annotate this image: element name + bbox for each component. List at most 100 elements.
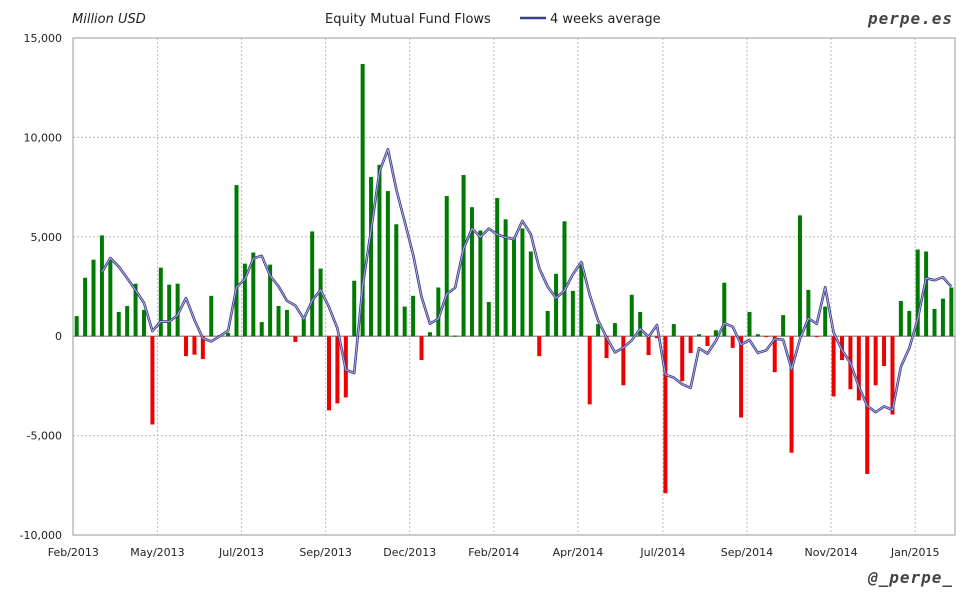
inflow-bar — [125, 305, 130, 337]
inflow-bar — [612, 323, 617, 337]
inflow-bar — [671, 324, 676, 337]
outflow-bar — [419, 336, 424, 361]
inflow-bar — [898, 301, 903, 337]
outflow-bar — [772, 336, 777, 373]
inflow-bar — [394, 224, 399, 337]
average-line-highlight — [101, 148, 952, 413]
outflow-bar — [663, 336, 668, 494]
inflow-bar — [907, 310, 912, 337]
inflow-bar — [512, 237, 517, 337]
inflow-bar — [251, 252, 256, 337]
inflow-bar — [579, 262, 584, 337]
inflow-bar — [427, 332, 432, 337]
outflow-bar — [335, 336, 340, 404]
inflow-bar — [469, 207, 474, 337]
y-tick-label: 5,000 — [31, 231, 63, 244]
inflow-bar — [823, 306, 828, 337]
inflow-bar — [697, 334, 702, 337]
legend: 4 weeks average — [520, 12, 661, 27]
outflow-bar — [293, 336, 298, 342]
outflow-bar — [856, 336, 861, 401]
x-tick-label: Jan/2015 — [890, 546, 940, 559]
outflow-bar — [814, 336, 819, 338]
x-axis: Feb/2013 May/2013 Jul/2013 Sep/2013 Dec/2013… — [48, 546, 940, 559]
inflow-bar — [478, 230, 483, 337]
inflow-bar — [91, 259, 96, 337]
inflow-bar — [268, 264, 273, 337]
y-axis: 15,000 10,000 5,000 0 -5,000 -10,000 — [20, 32, 62, 542]
inflow-bar — [234, 185, 239, 337]
average-line — [100, 147, 953, 414]
inflow-bar — [722, 282, 727, 337]
inflow-bar — [352, 280, 357, 337]
inflow-bar — [713, 330, 718, 337]
inflow-bar — [806, 289, 811, 337]
inflow-bar — [495, 198, 500, 337]
inflow-bar — [629, 294, 634, 337]
inflow-bar — [175, 283, 180, 337]
inflow-bar — [158, 267, 163, 337]
inflow-bar — [940, 298, 945, 337]
inflow-bar — [444, 196, 449, 337]
inflow-bar — [141, 309, 146, 337]
inflow-bar — [99, 235, 104, 337]
inflow-bar — [385, 191, 390, 337]
inflow-bar — [226, 332, 231, 337]
outflow-bar — [150, 336, 155, 425]
inflow-bar — [461, 174, 466, 337]
inflow-bar — [377, 164, 382, 337]
x-tick-label: Jul/2014 — [639, 546, 685, 559]
inflow-bar — [108, 259, 113, 337]
y-unit-label: Million USD — [72, 12, 146, 27]
inflow-bar — [949, 287, 954, 337]
x-tick-label: Jul/2013 — [218, 546, 264, 559]
outflow-bar — [831, 336, 836, 397]
outflow-bar — [621, 336, 626, 386]
inflow-bar — [453, 335, 458, 337]
outflow-bar — [890, 336, 895, 415]
inflow-bar — [554, 273, 559, 337]
outflow-bar — [730, 336, 735, 348]
y-tick-label: -5,000 — [27, 430, 62, 443]
x-tick-label: Feb/2014 — [468, 546, 519, 559]
inflow-bar — [318, 268, 323, 337]
inflow-bar — [596, 324, 601, 337]
inflow-bar — [74, 316, 79, 337]
average-line-group — [100, 147, 953, 414]
outflow-bar — [537, 336, 542, 357]
x-tick-label: Sep/2013 — [299, 546, 351, 559]
inflow-bar — [924, 251, 929, 337]
inflow-bar — [562, 221, 567, 337]
legend-label: 4 weeks average — [550, 12, 661, 27]
outflow-bar — [882, 336, 887, 367]
inflow-bar — [83, 277, 88, 337]
inflow-bar — [570, 290, 575, 337]
x-tick-label: May/2013 — [130, 546, 184, 559]
y-tick-label: 15,000 — [24, 32, 63, 45]
plot-border — [72, 37, 956, 536]
inflow-bar — [284, 309, 289, 337]
outflow-bar — [680, 336, 685, 382]
inflow-bar — [503, 219, 508, 337]
bars — [74, 64, 954, 494]
x-tick-label: Apr/2014 — [553, 546, 604, 559]
outflow-bar — [705, 336, 710, 346]
inflow-bar — [116, 311, 121, 337]
twitter-handle: @_perpe_ — [867, 568, 953, 587]
inflow-bar — [369, 176, 374, 337]
inflow-bar — [276, 305, 281, 337]
inflow-bar — [781, 315, 786, 337]
x-tick-label: Dec/2013 — [383, 546, 436, 559]
inflow-bar — [915, 249, 920, 337]
inflow-bar — [486, 302, 491, 337]
inflow-bar — [209, 295, 214, 337]
outflow-bar — [873, 336, 878, 386]
y-tick-label: 10,000 — [24, 131, 63, 144]
outflow-bar — [192, 336, 197, 355]
inflow-bar — [402, 306, 407, 337]
outflow-bar — [184, 336, 189, 357]
inflow-bar — [133, 283, 138, 337]
inflow-bar — [520, 228, 525, 337]
brand-watermark: perpe.es — [867, 9, 953, 28]
outflow-bar — [789, 336, 794, 453]
